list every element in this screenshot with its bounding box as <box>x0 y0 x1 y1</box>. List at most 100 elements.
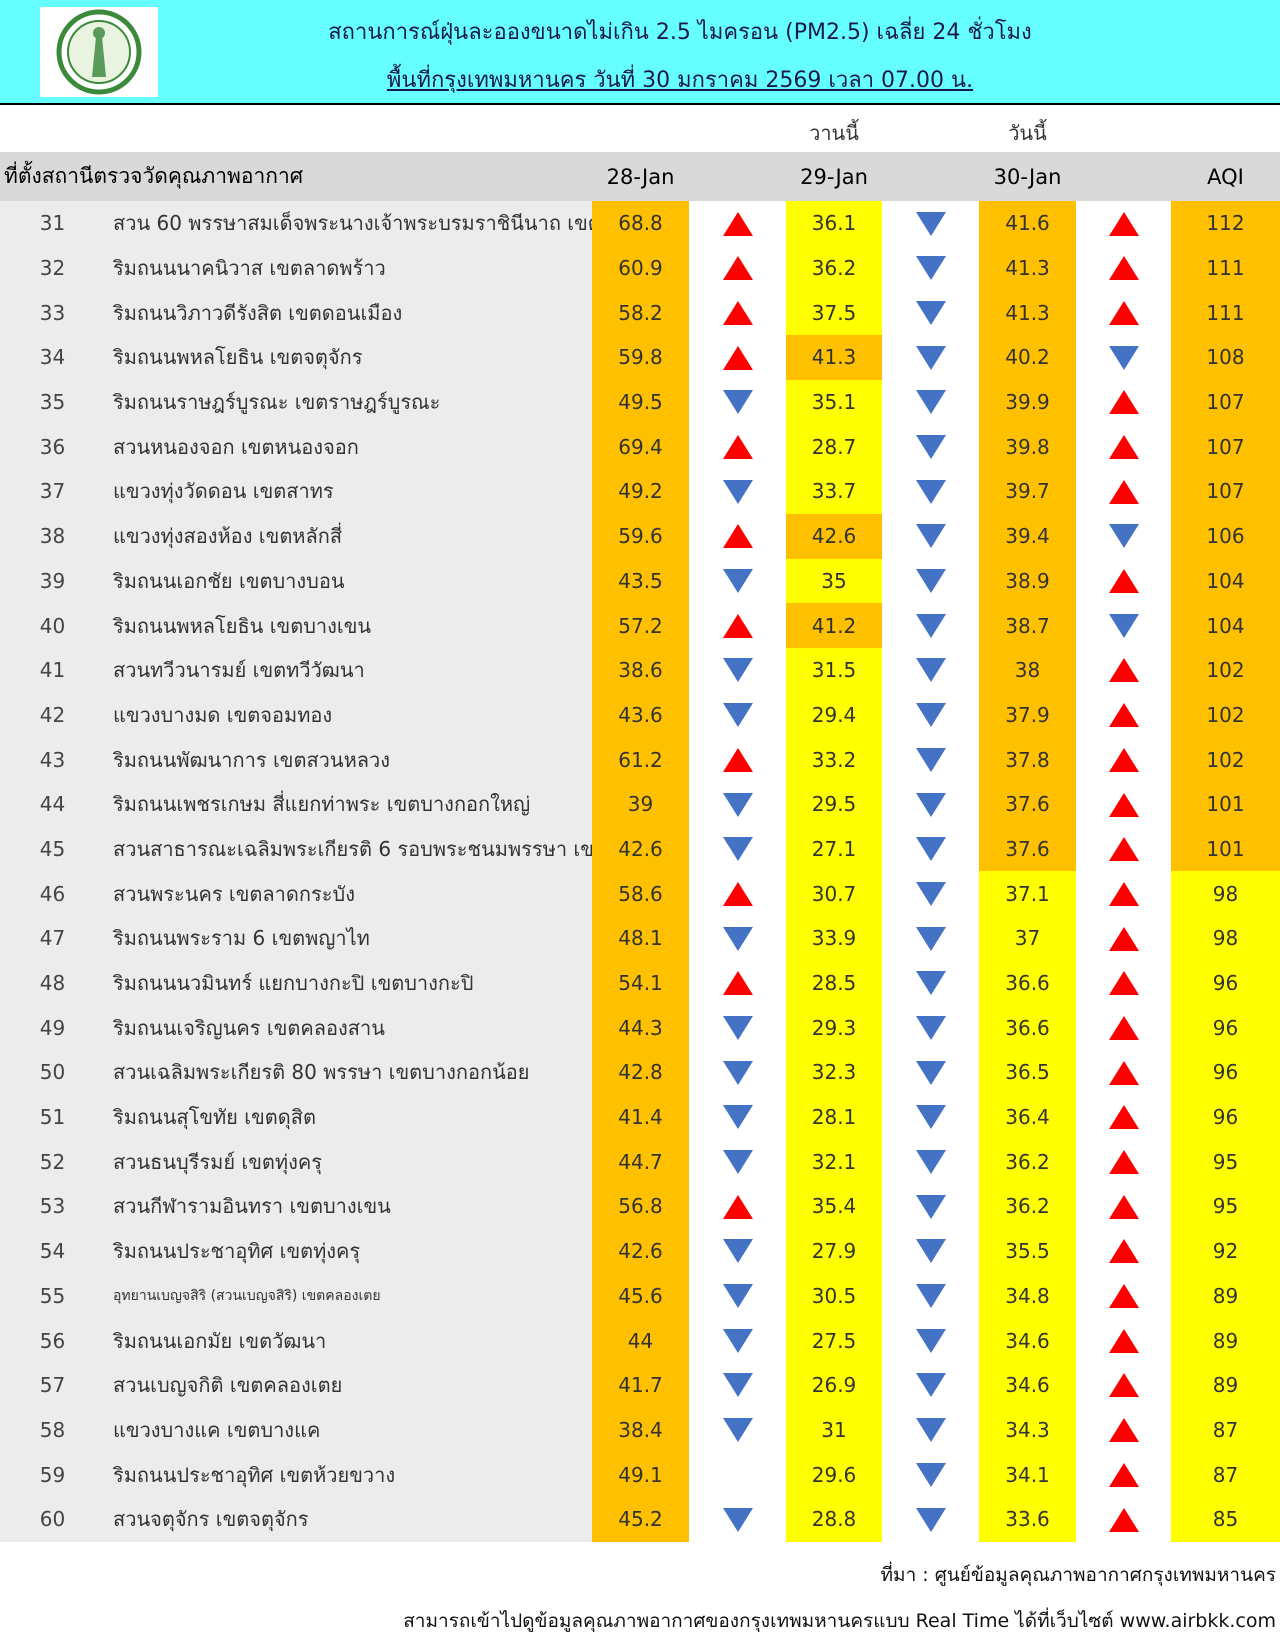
trend-arrow <box>1108 1239 1139 1264</box>
pm25-30: 36.6 <box>979 1005 1077 1051</box>
trend-down <box>915 1194 946 1219</box>
pm25-29: 31 <box>786 1407 883 1453</box>
pm25-28: 41.7 <box>592 1362 690 1408</box>
trend-arrow <box>915 881 946 906</box>
trend-cell <box>689 871 786 916</box>
pm25-30: 41.6 <box>979 201 1077 246</box>
row-number: 42 <box>0 692 105 738</box>
pm25-28: 42.6 <box>592 1228 690 1274</box>
pm25-28: 48.1 <box>592 916 690 961</box>
aqi: 107 <box>1171 379 1280 425</box>
row-number: 31 <box>0 201 105 246</box>
trend-cell <box>689 559 786 604</box>
trend-arrow <box>1108 926 1139 951</box>
trend-arrow <box>722 747 753 772</box>
trend-arrow <box>915 926 946 951</box>
trend-down <box>915 256 946 281</box>
aqi: 89 <box>1171 1362 1280 1408</box>
source-note: ที่มา : ศูนย์ข้อมูลคุณภาพอากาศกรุงเทพมหา… <box>880 1564 1276 1586</box>
trend-up <box>1108 569 1139 594</box>
trend-arrow <box>1108 1060 1139 1085</box>
trend-arrow <box>722 1015 753 1040</box>
station-name: สวนเฉลิมพระเกียรติ 80 พรรษา เขตบางกอกน้อ… <box>105 1050 593 1095</box>
trend-up <box>722 211 753 236</box>
aqi: 96 <box>1171 960 1280 1006</box>
aqi: 98 <box>1171 916 1280 961</box>
header-cell <box>882 152 980 201</box>
trend-arrow <box>722 1328 753 1353</box>
station-name: ริมถนนราษฎร์บูรณะ เขตราษฎร์บูรณะ <box>105 379 593 425</box>
row-number: 35 <box>0 379 105 425</box>
trend-cell <box>882 290 979 335</box>
pm25-29: 32.3 <box>786 1050 883 1095</box>
row-number: 59 <box>0 1452 105 1497</box>
pm25-29: 35.1 <box>786 379 883 425</box>
trend-down <box>915 1015 946 1040</box>
aqi: 92 <box>1171 1228 1280 1274</box>
station-name: ริมถนนเอกมัย เขตวัฒนา <box>105 1318 593 1363</box>
pm25-28: 44.7 <box>592 1139 690 1185</box>
pm25-28: 59.6 <box>592 513 690 559</box>
row: 33 ริมถนนวิภาวดีรังสิต เขตดอนเมือง 58.2 37.… <box>0 290 1280 336</box>
trend-cell <box>689 201 786 246</box>
trend-down <box>915 658 946 683</box>
trend-cell <box>689 380 786 425</box>
row: 39 ริมถนนเอกชัย เขตบางบอน 43.5 35 38.9 104 <box>0 558 1280 604</box>
trend-cell <box>1076 1363 1171 1408</box>
trend-down <box>915 435 946 460</box>
aqi: 96 <box>1171 1094 1280 1140</box>
row: 58 แขวงบางแค เขตบางแค 38.4 31 34.3 87 <box>0 1407 1280 1453</box>
trend-arrow <box>722 1060 753 1085</box>
aqi: 107 <box>1171 469 1280 514</box>
trend-up <box>1108 1015 1139 1040</box>
trend-up <box>722 345 753 370</box>
station-name: สวนพระนคร เขตลาดกระบัง <box>105 871 593 916</box>
trend-cell <box>882 1184 979 1229</box>
station-name: ริมถนนเอกชัย เขตบางบอน <box>105 558 593 604</box>
trend-cell <box>882 1139 979 1184</box>
trend-arrow <box>1108 613 1139 638</box>
trend-up <box>1108 1060 1139 1085</box>
trend-arrow <box>722 971 753 996</box>
trend-cell <box>1076 1184 1171 1229</box>
pm25-29: 27.5 <box>786 1318 883 1363</box>
trend-cell <box>1076 1139 1171 1184</box>
trend-arrow <box>1108 479 1139 504</box>
pm25-30: 37.8 <box>979 737 1077 782</box>
trend-arrow <box>722 1194 753 1219</box>
trend-arrow <box>915 1328 946 1353</box>
trend-arrow <box>1108 1418 1139 1443</box>
station-name: ริมถนนนาคนิวาส เขตลาดพร้าว <box>105 245 593 291</box>
trend-down <box>915 390 946 415</box>
pm25-30: 41.3 <box>979 245 1077 291</box>
trend-arrow <box>1108 837 1139 862</box>
trend-cell <box>689 1095 786 1140</box>
row: 31 สวน 60 พรรษาสมเด็จพระนางเจ้าพระบรมราชิ… <box>0 201 1280 246</box>
row: 52 สวนธนบุรีรมย์ เขตทุ่งครุ 44.7 32.1 36.2 95 <box>0 1139 1280 1185</box>
trend-up <box>722 881 753 906</box>
trend-down <box>1108 613 1139 638</box>
pm25-28: 61.2 <box>592 737 690 782</box>
trend-down <box>915 1105 946 1130</box>
trend-arrow <box>915 300 946 325</box>
pm25-28: 58.6 <box>592 871 690 916</box>
trend-cell <box>1076 424 1171 469</box>
pm25-29: 28.5 <box>786 960 883 1006</box>
trend-cell <box>882 1005 979 1050</box>
row: 40 ริมถนนพหลโยธิน เขตบางเขน 57.2 41.2 38.7 10… <box>0 603 1280 648</box>
trend-arrow <box>722 1105 753 1130</box>
trend-arrow <box>1108 1328 1139 1353</box>
trend-arrow <box>915 703 946 728</box>
trend-arrow <box>722 837 753 862</box>
trend-cell <box>882 1497 979 1542</box>
aqi: 107 <box>1171 424 1280 470</box>
trend-up <box>722 1194 753 1219</box>
trend-arrow <box>915 1418 946 1443</box>
row-number: 32 <box>0 245 105 291</box>
pm25-28: 49.1 <box>592 1452 690 1497</box>
pm25-30: 40.2 <box>979 335 1077 380</box>
row: 43 ริมถนนพัฒนาการ เขตสวนหลวง 61.2 33.2 37.8 1… <box>0 737 1280 782</box>
aqi: 96 <box>1171 1005 1280 1051</box>
row: 57 สวนเบญจกิติ เขตคลองเตย 41.7 26.9 34.6 89 <box>0 1362 1280 1408</box>
